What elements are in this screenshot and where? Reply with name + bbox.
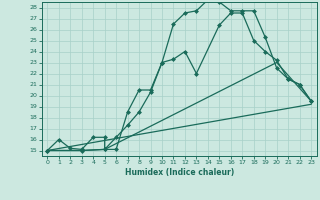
X-axis label: Humidex (Indice chaleur): Humidex (Indice chaleur)	[124, 168, 234, 177]
